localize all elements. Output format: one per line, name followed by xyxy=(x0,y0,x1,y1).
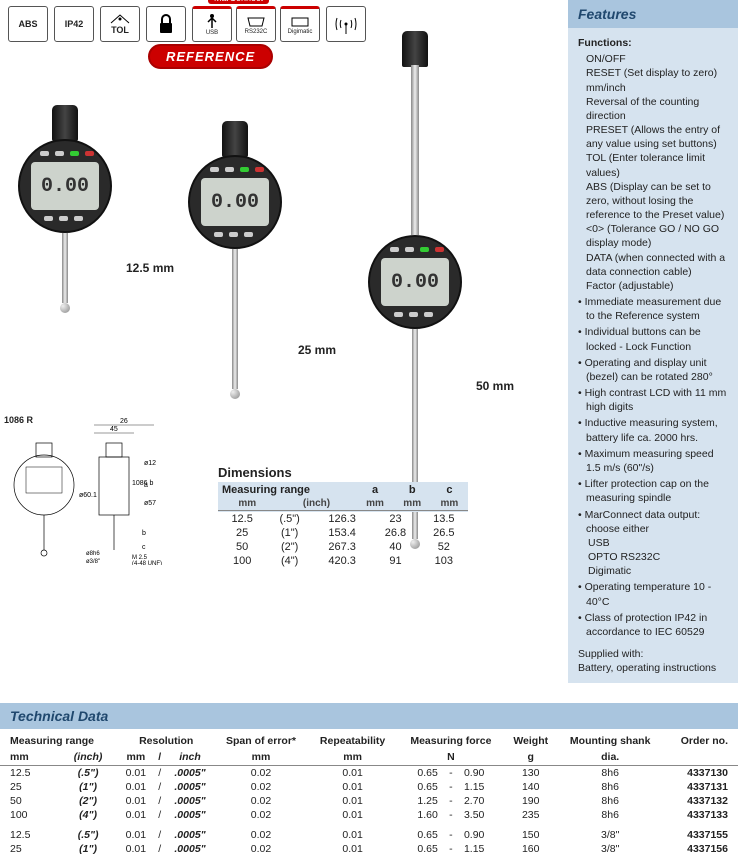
col-b: b xyxy=(394,483,431,497)
svg-text:c: c xyxy=(142,544,146,551)
function-line: PRESET (Allows the entry of any value us… xyxy=(586,123,728,151)
function-line: DATA (when connected with a data connect… xyxy=(586,251,728,279)
dimensions-rows: 12.5(.5")126.32313.525(1")153.426.826.55… xyxy=(218,512,468,568)
tol-label: TOL xyxy=(111,25,129,35)
feature-icon-row: ABS IP42 TOL USB RS232C xyxy=(8,6,560,42)
svg-text:1086 b: 1086 b xyxy=(132,480,154,487)
marconnect-label: MarConnect xyxy=(208,0,269,4)
col-a: a xyxy=(356,483,393,497)
svg-text:ø8h6: ø8h6 xyxy=(86,551,100,557)
feature-bullet: Individual buttons can be locked - Lock … xyxy=(578,325,728,353)
feature-bullet: MarConnect data output: choose either xyxy=(578,508,728,536)
feature-bullet: Inductive measuring system, battery life… xyxy=(578,416,728,444)
feature-bullet: Lifter protection cap on the measuring s… xyxy=(578,477,728,505)
marconnect-option: USB xyxy=(588,536,728,550)
tol-icon: TOL xyxy=(100,6,140,42)
technical-data-section: Technical Data Measuring range Resolutio… xyxy=(0,703,738,862)
feature-bullet: Operating and display unit (bezel) can b… xyxy=(578,356,728,384)
technical-drawing: 1086 R 45 26 ø12 xyxy=(4,415,214,565)
indicator-12-5mm: 0.00 xyxy=(18,105,112,313)
table-row: 12.5(.5")0.01/.0005"0.020.010.65-0.90150… xyxy=(0,828,738,842)
function-line: mm/inch xyxy=(586,81,728,95)
svg-text:ø12: ø12 xyxy=(144,460,156,467)
feature-bullet: Maximum measuring speed 1.5 m/s (60"/s) xyxy=(578,447,728,475)
serial-port-icon xyxy=(245,15,267,29)
indicator-screen: 0.00 xyxy=(31,162,99,210)
indicator-25mm: 0.00 xyxy=(188,121,282,399)
abs-label: ABS xyxy=(18,19,37,29)
function-line: <0> (Tolerance GO / NO GO display mode) xyxy=(586,222,728,250)
lock-icon xyxy=(146,6,186,42)
marconnect-option: Digimatic xyxy=(588,564,728,578)
indicator-3-label: 50 mm xyxy=(476,379,514,393)
features-title: Features xyxy=(568,0,738,28)
padlock-icon xyxy=(157,13,175,35)
svg-text:26: 26 xyxy=(120,418,128,425)
feature-bullet: Operating temperature 10 - 40°C xyxy=(578,580,728,608)
tol-arrows-icon xyxy=(109,13,131,25)
supplied-label: Supplied with: xyxy=(578,647,728,661)
table-row: 12.5(.5")126.32313.5 xyxy=(218,512,468,526)
drawing-svg: 45 26 ø12 ø57 a ø60.1 b c ø8h6 ø3/8" M 2… xyxy=(4,415,214,565)
table-row: 100(4")420.391103 xyxy=(218,554,468,568)
dimensions-table: Measuring range a b c mm (inch) mm mm mm xyxy=(218,483,468,511)
function-line: Reversal of the counting direction xyxy=(586,95,728,123)
supplied-text: Battery, operating instructions xyxy=(578,661,728,675)
reference-badge: REFERENCE xyxy=(148,44,273,69)
feature-bullet: Immediate measurement due to the Referen… xyxy=(578,295,728,323)
feature-bullet: High contrast LCD with 11 mm high digits xyxy=(578,386,728,414)
function-line: TOL (Enter tolerance limit values) xyxy=(586,151,728,179)
usb-icon: USB xyxy=(192,6,232,42)
digimatic-icon: Digimatic xyxy=(280,6,320,42)
features-sidebar: Features Functions: ON/OFFRESET (Set dis… xyxy=(568,0,738,683)
col-c: c xyxy=(431,483,468,497)
technical-data-table: Measuring range Resolution Span of error… xyxy=(0,733,738,856)
indicator-1-label: 12.5 mm xyxy=(126,261,174,275)
table-row: 25(1")0.01/.0005"0.020.010.65-1.151603/8… xyxy=(0,842,738,856)
svg-text:ø60.1: ø60.1 xyxy=(79,492,97,499)
table-row: 50(2")0.01/.0005"0.020.011.25-2.701908h6… xyxy=(0,794,738,808)
technical-data-title: Technical Data xyxy=(0,703,738,729)
function-line: ABS (Display can be set to zero, without… xyxy=(586,180,728,223)
svg-text:45: 45 xyxy=(110,426,118,433)
svg-text:(4-48 UNF): (4-48 UNF) xyxy=(132,561,162,565)
product-images: 0.00 12.5 mm 0.00 25 mm xyxy=(8,75,560,505)
indicator-screen: 0.00 xyxy=(201,178,269,226)
svg-text:b: b xyxy=(142,530,146,537)
digimatic-label: Digimatic xyxy=(288,29,313,35)
indicator-2-label: 25 mm xyxy=(298,343,336,357)
feature-bullet: Class of protection IP42 in accordance t… xyxy=(578,611,728,639)
connector-icon xyxy=(289,15,311,29)
usb-symbol-icon xyxy=(203,14,221,30)
table-row: 100(4")0.01/.0005"0.020.011.60-3.502358h… xyxy=(0,808,738,822)
table-row: 12.5(.5")0.01/.0005"0.020.010.65-0.90130… xyxy=(0,766,738,781)
rs232-label: RS232C xyxy=(245,29,268,35)
dimensions-title: Dimensions xyxy=(218,465,468,480)
function-line: Factor (adjustable) xyxy=(586,279,728,293)
drawing-model-label: 1086 R xyxy=(4,415,33,425)
table-row: 25(1")0.01/.0005"0.020.010.65-1.151408h6… xyxy=(0,780,738,794)
ip42-label: IP42 xyxy=(65,19,84,29)
functions-title: Functions: xyxy=(578,36,728,50)
dimensions-section: Dimensions Measuring range a b c mm (inc… xyxy=(218,465,468,568)
col-range: Measuring range xyxy=(218,483,356,497)
svg-text:ø3/8": ø3/8" xyxy=(86,559,100,565)
wireless-icon xyxy=(326,6,366,42)
rs232-icon: RS232C xyxy=(236,6,276,42)
function-line: ON/OFF xyxy=(586,52,728,66)
abs-icon: ABS xyxy=(8,6,48,42)
antenna-icon xyxy=(333,12,359,36)
svg-text:ø57: ø57 xyxy=(144,500,156,507)
function-line: RESET (Set display to zero) xyxy=(586,66,728,80)
indicator-screen: 0.00 xyxy=(381,258,449,306)
ip42-icon: IP42 xyxy=(54,6,94,42)
marconnect-option: OPTO RS232C xyxy=(588,550,728,564)
table-row: 25(1")153.426.826.5 xyxy=(218,526,468,540)
usb-label: USB xyxy=(206,30,218,36)
table-row: 50(2")267.34052 xyxy=(218,540,468,554)
